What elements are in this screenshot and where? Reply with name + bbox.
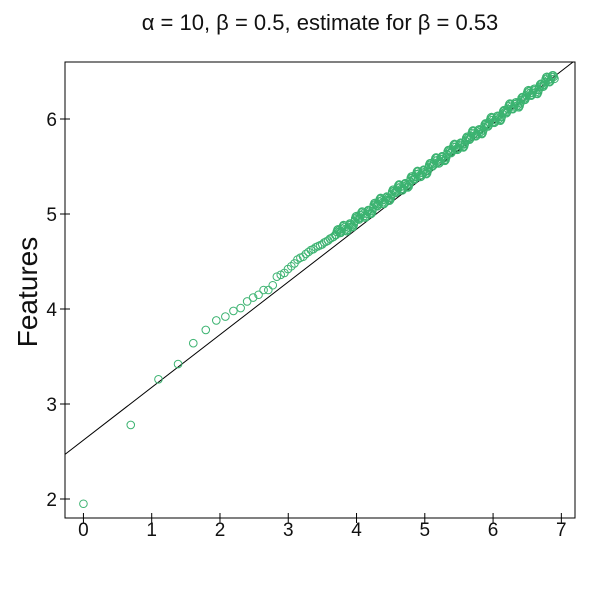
- data-point: [173, 359, 183, 369]
- data-point: [349, 220, 359, 229]
- data-point: [405, 179, 414, 189]
- data-point: [536, 79, 546, 89]
- x-tick-label: 6: [488, 520, 499, 541]
- x-tick-label: 0: [78, 520, 89, 541]
- data-point: [79, 499, 88, 509]
- x-tick-label: 3: [283, 520, 294, 541]
- chart-title: α = 10, β = 0.5, estimate for β = 0.53: [141, 10, 499, 35]
- x-tick-label: 5: [420, 520, 431, 541]
- y-tick-label: 4: [46, 300, 57, 321]
- data-point: [287, 261, 296, 271]
- plot-frame: [64, 61, 576, 519]
- data-point: [154, 375, 163, 384]
- x-tick-label: 2: [215, 520, 226, 541]
- data-point: [248, 293, 258, 302]
- data-point: [242, 297, 252, 306]
- data-point: [254, 290, 263, 300]
- data-point: [264, 285, 273, 295]
- y-tick-label: 5: [46, 205, 57, 226]
- data-point: [550, 74, 559, 84]
- y-axis-ticks: 2 3 4 5 6: [46, 110, 70, 511]
- points-layer: [79, 71, 559, 509]
- y-tick-label: 2: [46, 490, 57, 511]
- data-point: [201, 325, 211, 335]
- data-point: [272, 272, 282, 282]
- data-point: [259, 285, 268, 295]
- data-point: [126, 420, 136, 430]
- data-point: [368, 206, 377, 216]
- y-tick-label: 6: [46, 110, 57, 131]
- data-point: [229, 306, 238, 316]
- data-point: [304, 247, 313, 257]
- data-point: [236, 303, 245, 313]
- data-point: [329, 232, 338, 242]
- x-tick-label: 7: [556, 520, 567, 541]
- y-tick-label: 3: [46, 395, 57, 416]
- data-point: [298, 252, 308, 262]
- data-point: [188, 338, 198, 348]
- x-tick-label: 4: [351, 520, 362, 541]
- x-tick-label: 1: [146, 520, 157, 541]
- x-axis-ticks: 0 1 2 3 4 5 6 7: [78, 513, 567, 541]
- data-point: [309, 244, 318, 254]
- data-point: [268, 280, 278, 290]
- data-point: [211, 316, 221, 325]
- data-point: [386, 193, 396, 202]
- data-point: [221, 312, 230, 321]
